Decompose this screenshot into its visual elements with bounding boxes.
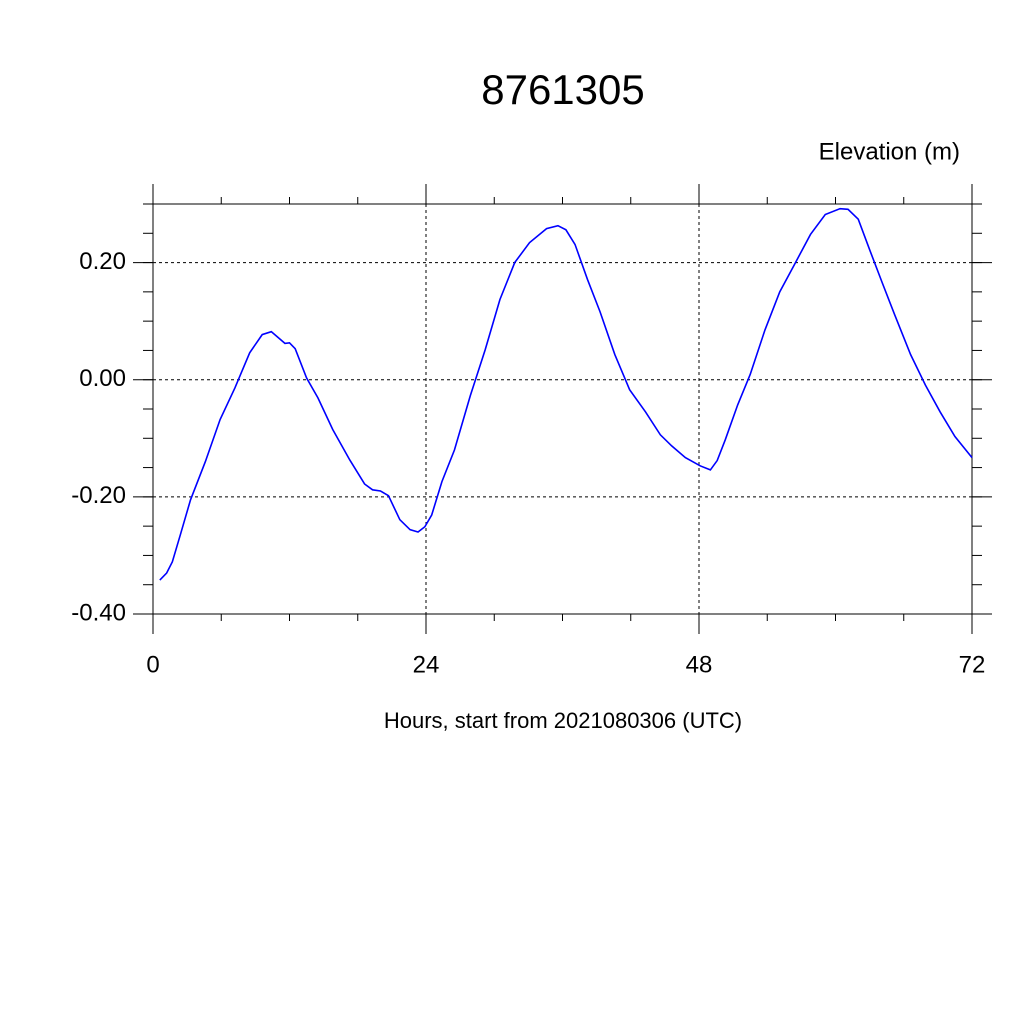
x-tick-label: 0 xyxy=(146,651,159,678)
chart-title: 8761305 xyxy=(481,66,645,113)
x-axis-label: Hours, start from 2021080306 (UTC) xyxy=(384,708,742,733)
y-tick-label: 0.20 xyxy=(79,248,126,275)
x-tick-label: 72 xyxy=(959,651,986,678)
y-tick-label: -0.20 xyxy=(71,482,126,509)
chart-subtitle: Elevation (m) xyxy=(819,138,960,165)
y-tick-label: -0.40 xyxy=(71,599,126,626)
plot-frame xyxy=(152,203,973,615)
x-tick-label: 48 xyxy=(686,651,713,678)
y-tick-label: 0.00 xyxy=(79,365,126,392)
data-line xyxy=(159,207,973,581)
x-tick-label: 24 xyxy=(413,651,440,678)
